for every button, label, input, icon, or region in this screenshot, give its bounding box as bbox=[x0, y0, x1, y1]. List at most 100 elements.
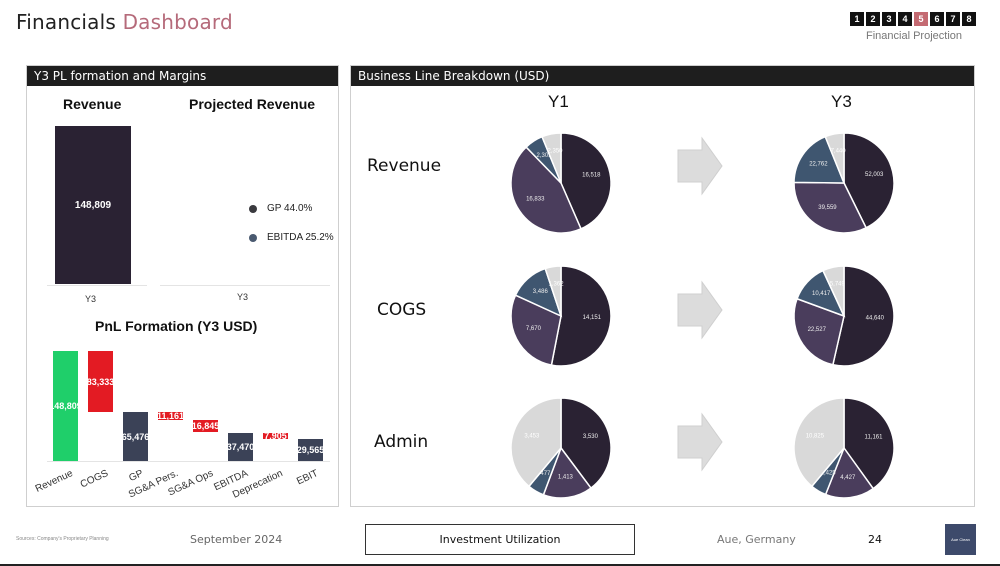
pie-slice bbox=[831, 265, 895, 367]
pie-slice-label: 16,833 bbox=[526, 196, 545, 202]
pie-slice-label: 7,440 bbox=[831, 149, 847, 155]
pie-slice-label: 1,425 bbox=[821, 471, 837, 477]
footer-location: Aue, Germany bbox=[717, 533, 796, 546]
pie-slice bbox=[542, 446, 592, 499]
waterfall-label-ebit: EBIT bbox=[294, 468, 320, 488]
waterfall-value-revenue: 148,809 bbox=[49, 401, 82, 411]
pager-caption: Financial Projection bbox=[866, 30, 962, 42]
pie-slice-label: 3,530 bbox=[583, 434, 599, 440]
waterfall-bar-sga-pers: 11,161 bbox=[156, 411, 185, 421]
waterfall-label-gp: GP bbox=[126, 468, 145, 485]
footer-source: Sources: Company's Proprietary Planning bbox=[16, 536, 109, 542]
pie-cogs-y3: 44,640 22,527 10,417 5,749 bbox=[793, 265, 895, 367]
pnl-chart-title: PnL Formation (Y3 USD) bbox=[95, 318, 258, 334]
page-navigator: 1 2 3 4 5 6 7 8 bbox=[850, 12, 976, 26]
row-label-revenue: Revenue bbox=[367, 156, 442, 176]
pie-slice-label: 22,762 bbox=[809, 162, 828, 168]
waterfall-bar-depreciation: 7,905 bbox=[263, 431, 288, 441]
pie-slice-label: 7,670 bbox=[526, 326, 542, 332]
revenue-bar-value: 148,809 bbox=[74, 199, 112, 211]
waterfall-value-ebitda: 37,470 bbox=[226, 442, 255, 452]
row-label-cogs: COGS bbox=[377, 300, 427, 320]
page-title-accent: Dashboard bbox=[122, 10, 233, 34]
pie-slice-label: 39,559 bbox=[818, 205, 837, 211]
legend-dot-gp bbox=[249, 204, 257, 213]
pie-slice-label: 5,749 bbox=[830, 282, 846, 288]
pie-slice-label: 22,527 bbox=[808, 327, 827, 333]
pie-slice-label: 3,486 bbox=[533, 289, 549, 295]
page-button-1[interactable]: 1 bbox=[850, 12, 864, 26]
waterfall-label-revenue: Revenue bbox=[33, 468, 75, 495]
pie-slice-label: 1,362 bbox=[549, 281, 565, 287]
pie-admin-y1: 3,530 1,413 477 3,453 bbox=[510, 397, 612, 499]
waterfall-value-cogs: 83,333 bbox=[86, 376, 115, 387]
waterfall-value-sga-ops: 16,845 bbox=[191, 421, 220, 431]
page-button-7[interactable]: 7 bbox=[946, 12, 960, 26]
arrow-right-icon bbox=[677, 280, 723, 340]
page-button-6[interactable]: 6 bbox=[930, 12, 944, 26]
waterfall-bar-sga-ops: 16,845 bbox=[191, 420, 220, 432]
projected-revenue-title: Projected Revenue bbox=[189, 96, 316, 112]
projected-axis bbox=[160, 285, 330, 286]
revenue-axis bbox=[47, 285, 147, 286]
projected-x-label: Y3 bbox=[237, 292, 249, 302]
panel-header: Y3 PL formation and Margins bbox=[27, 66, 338, 86]
pie-slice bbox=[793, 181, 868, 234]
page-button-5-active[interactable]: 5 bbox=[914, 12, 928, 26]
footer-page-number: 24 bbox=[868, 533, 882, 546]
business-line-panel: Business Line Breakdown (USD) Y1 Y3 Reve… bbox=[350, 65, 975, 507]
page-button-4[interactable]: 4 bbox=[898, 12, 912, 26]
pie-revenue-y3: 52,003 39,559 22,762 7,440 bbox=[793, 132, 895, 234]
company-logo: Aue Clean bbox=[945, 524, 976, 555]
revenue-x-label: Y3 bbox=[85, 294, 97, 304]
pie-slice-label: 52,003 bbox=[865, 172, 884, 178]
pie-slice bbox=[822, 265, 845, 317]
waterfall-bar-revenue: 148,809 bbox=[49, 351, 82, 461]
pnl-axis bbox=[47, 461, 330, 462]
pie-slice-label: 2,350 bbox=[548, 149, 564, 155]
pie-slice bbox=[541, 132, 562, 184]
waterfall-bar-ebit: 29,565 bbox=[296, 439, 325, 461]
arrow-right-icon bbox=[677, 136, 723, 196]
legend-gp: GP 44.0% bbox=[249, 203, 312, 214]
page-button-2[interactable]: 2 bbox=[866, 12, 880, 26]
pie-slice bbox=[510, 294, 562, 366]
pie-slice bbox=[560, 132, 612, 230]
waterfall-value-sga-pers: 11,161 bbox=[156, 411, 185, 421]
legend-gp-label: GP 44.0% bbox=[267, 203, 313, 214]
arrow-right-icon bbox=[677, 412, 723, 472]
waterfall-label-cogs: COGS bbox=[78, 468, 110, 491]
pie-slice-label: 16,518 bbox=[582, 173, 601, 179]
pie-slice-label: 4,427 bbox=[840, 475, 856, 481]
section-button-investment-utilization[interactable]: Investment Utilization bbox=[365, 524, 635, 555]
pie-slice-label: 14,151 bbox=[583, 315, 602, 321]
column-title-y1: Y1 bbox=[548, 92, 569, 111]
pie-slice bbox=[510, 146, 582, 234]
pie-slice-label: 11,161 bbox=[865, 435, 884, 441]
page-button-3[interactable]: 3 bbox=[882, 12, 896, 26]
waterfall-value-gp: 65,476 bbox=[121, 431, 150, 442]
pie-slice bbox=[560, 397, 612, 490]
pie-slice bbox=[550, 265, 612, 367]
pie-slice-label: 10,825 bbox=[806, 433, 825, 439]
pie-slice bbox=[510, 397, 562, 488]
waterfall-bar-gp: 65,476 bbox=[121, 412, 150, 461]
revenue-bar: 148,809 bbox=[55, 126, 131, 284]
pie-slice-label: 2,305 bbox=[537, 153, 553, 159]
pie-slice-label: 10,417 bbox=[812, 291, 831, 297]
pie-slice-label: 44,640 bbox=[866, 315, 885, 321]
footer-date: September 2024 bbox=[190, 533, 283, 546]
page-title-main: Financials bbox=[16, 10, 116, 34]
pie-slice-label: 477 bbox=[540, 471, 551, 477]
footer-divider bbox=[0, 564, 1000, 566]
page-button-8[interactable]: 8 bbox=[962, 12, 976, 26]
waterfall-value-ebit: 29,565 bbox=[296, 445, 325, 455]
waterfall-bar-cogs: 83,333 bbox=[86, 351, 115, 412]
legend-ebitda: EBITDA 25.2% bbox=[249, 232, 334, 243]
row-label-admin: Admin bbox=[374, 432, 429, 452]
waterfall-bar-ebitda: 37,470 bbox=[226, 433, 255, 461]
pl-formation-panel: Y3 PL formation and Margins Revenue 148,… bbox=[26, 65, 339, 507]
